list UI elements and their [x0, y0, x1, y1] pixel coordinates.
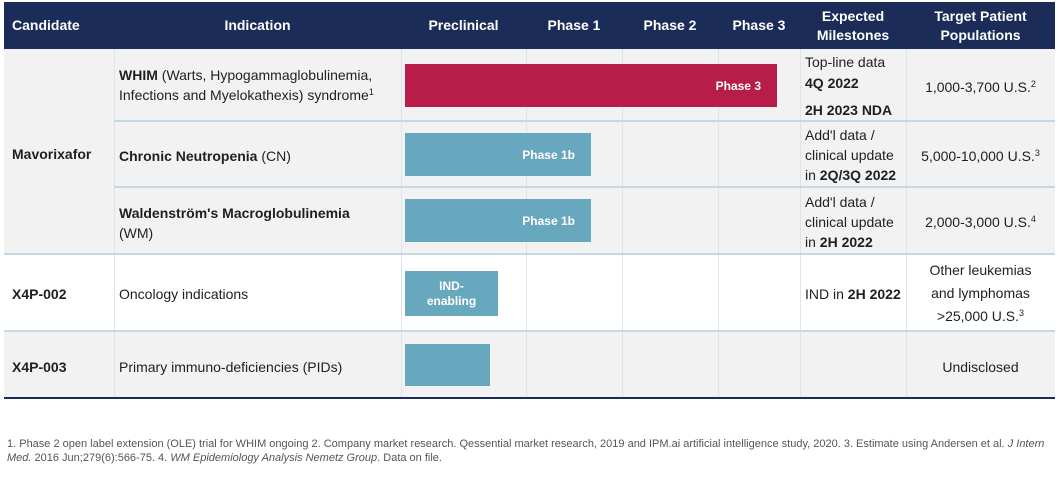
- progress-bar-label: Phase 1b: [522, 213, 575, 228]
- population-value: 2,000-3,000 U.S.: [925, 214, 1031, 230]
- header-phase1: Phase 1: [547, 17, 601, 33]
- candidate-x4p003: X4P-003: [12, 359, 67, 375]
- population-cn: 5,000-10,000 U.S.3: [906, 146, 1055, 166]
- milestone-line: Add'l data /: [805, 127, 875, 143]
- header-phase3: Phase 3: [732, 17, 786, 33]
- row-divider: [4, 253, 1055, 255]
- indication-whim-desc-line2: Infections and Myelokathexis) syndrome: [119, 87, 369, 103]
- indication-whim-desc: (Warts, Hypogammaglobulinemia,: [157, 67, 373, 83]
- footnote-ref: 3: [1034, 148, 1040, 158]
- column-divider: [114, 49, 115, 398]
- population-wm: 2,000-3,000 U.S.4: [906, 212, 1055, 232]
- footnote-ref: 4: [1030, 214, 1036, 224]
- milestone-cn: Add'l data / clinical update in 2Q/3Q 20…: [805, 125, 905, 185]
- header-populations-line2: Populations: [940, 26, 1021, 43]
- header-populations-line1: Target Patient: [934, 7, 1027, 24]
- row-divider: [4, 330, 1055, 332]
- candidate-x4p002: X4P-002: [12, 286, 67, 302]
- header-milestones-line2: Milestones: [816, 26, 890, 43]
- population-line: Other leukemias: [929, 262, 1032, 278]
- indication-wm-abbr: (WM): [119, 225, 154, 241]
- population-value: 5,000-10,000 U.S.: [921, 148, 1035, 164]
- column-divider: [622, 49, 623, 398]
- milestone-x4p002: IND in 2H 2022: [805, 286, 901, 302]
- milestone-line: 4Q 2022: [805, 75, 859, 91]
- column-divider: [401, 49, 402, 398]
- candidate-mavorixafor: Mavorixafor: [12, 146, 92, 162]
- progress-bar-cn: Phase 1b: [405, 133, 591, 176]
- population-whim: 1,000-3,700 U.S.2: [906, 77, 1055, 97]
- indication-whim-name: WHIM: [119, 67, 158, 83]
- population-line: and lymphomas: [931, 285, 1030, 301]
- progress-bar-label: Phase 3: [715, 78, 761, 93]
- indication-wm: Waldenström's Macroglobulinemia (WM): [119, 203, 399, 243]
- population-value: 1,000-3,700 U.S.: [925, 79, 1031, 95]
- milestone-line: in 2H 2022: [805, 234, 873, 250]
- progress-bar-label: enabling: [426, 293, 477, 308]
- progress-bar-wm: Phase 1b: [405, 199, 591, 242]
- column-divider: [718, 49, 719, 398]
- indication-x4p003: Primary immuno-deficiencies (PIDs): [119, 359, 343, 375]
- header-phase2: Phase 2: [643, 17, 697, 33]
- progress-bar-whim: Phase 3: [405, 64, 777, 107]
- table-bottom-border: [4, 397, 1055, 399]
- header-indication: Indication: [224, 17, 291, 33]
- pipeline-table-body: Mavorixafor WHIM (Warts, Hypogammaglobul…: [4, 49, 1055, 398]
- indication-cn: Chronic Neutropenia (CN): [119, 146, 399, 166]
- row-divider: [114, 120, 1055, 122]
- milestone-whim: Top-line data 4Q 2022 2H 2023 NDA: [805, 52, 905, 121]
- row-divider: [114, 186, 1055, 188]
- table-header: Candidate Indication Preclinical Phase 1…: [4, 2, 1055, 49]
- source-name: WM Epidemiology Analysis Nemetz Group: [170, 452, 378, 464]
- milestone-line: clinical update: [805, 214, 894, 230]
- header-preclinical: Preclinical: [428, 17, 499, 33]
- indication-cn-abbr: (CN): [257, 148, 291, 164]
- footnotes: 1. Phase 2 open label extension (OLE) tr…: [7, 438, 1045, 464]
- column-divider: [800, 49, 801, 398]
- column-divider: [906, 49, 907, 398]
- indication-cn-name: Chronic Neutropenia: [119, 148, 258, 164]
- progress-bar-label: IND-: [439, 278, 464, 293]
- indication-wm-name: Waldenström's Macroglobulinemia: [119, 205, 350, 221]
- milestone-wm: Add'l data / clinical update in 2H 2022: [805, 192, 905, 252]
- progress-bar-x4p002: IND- enabling: [405, 271, 498, 316]
- row-band-x4p003: [4, 330, 1055, 398]
- header-milestones-line1: Expected: [821, 7, 885, 24]
- header-milestones: Expected Milestones: [800, 2, 906, 49]
- footnote-ref: 2: [1030, 79, 1036, 89]
- journal-name: J Intern Med.: [7, 438, 1045, 464]
- population-x4p003: Undisclosed: [942, 359, 1019, 375]
- progress-bar-x4p003: [405, 344, 490, 386]
- header-candidate: Candidate: [12, 17, 80, 33]
- population-line: >25,000 U.S.3: [936, 308, 1025, 324]
- milestone-line: Add'l data /: [805, 194, 875, 210]
- population-x4p002: Other leukemias and lymphomas >25,000 U.…: [906, 259, 1055, 328]
- indication-whim: WHIM (Warts, Hypogammaglobulinemia, Infe…: [119, 65, 399, 105]
- indication-x4p002: Oncology indications: [119, 286, 249, 302]
- header-populations: Target Patient Populations: [906, 2, 1055, 49]
- milestone-line: 2H 2023 NDA: [805, 102, 893, 118]
- progress-bar-label: Phase 1b: [522, 147, 575, 162]
- milestone-line: Top-line data: [805, 54, 886, 70]
- milestone-line: in 2Q/3Q 2022: [805, 167, 897, 183]
- footnote-ref: 1: [368, 87, 374, 97]
- milestone-line: clinical update: [805, 147, 894, 163]
